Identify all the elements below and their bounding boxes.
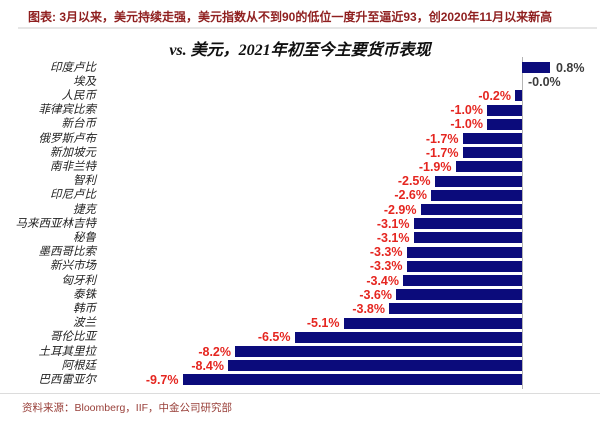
bar	[462, 133, 522, 144]
category-label: 新加坡元	[50, 146, 96, 159]
value-label: -1.7%	[425, 145, 459, 160]
bar	[235, 346, 522, 357]
value-label: -6.5%	[257, 330, 291, 345]
bar	[515, 90, 522, 102]
value-label: -3.3%	[369, 259, 403, 274]
bar	[406, 260, 522, 272]
source-note: 资料来源：Bloomberg，IIF，中金公司研究部	[22, 402, 233, 414]
value-label: -2.6%	[394, 188, 427, 203]
category-label: 韩币	[73, 302, 96, 315]
value-label: 0.8%	[556, 60, 585, 75]
category-label: 智利	[73, 175, 96, 188]
category-label: 秘鲁	[73, 231, 96, 244]
value-label: -9.7%	[145, 372, 179, 387]
bar	[389, 303, 522, 315]
bar	[294, 331, 522, 343]
category-label: 印度卢比	[50, 61, 96, 74]
bar	[462, 147, 522, 159]
bar	[487, 118, 522, 130]
category-label: 南非兰特	[50, 160, 96, 173]
category-label: 墨西哥比索	[38, 246, 97, 259]
value-label: -2.5%	[397, 174, 431, 189]
category-label: 泰铢	[73, 288, 96, 301]
category-label: 印尼卢比	[50, 189, 96, 202]
category-label: 匈牙利	[61, 274, 97, 287]
value-label: -1.9%	[418, 159, 452, 174]
chart-title: vs. 美元，2021年初至今主要货币表现	[169, 42, 431, 59]
value-label: -8.2%	[198, 344, 231, 359]
value-label: -2.9%	[383, 202, 417, 217]
value-label: -3.3%	[369, 245, 403, 260]
value-label: -1.0%	[450, 117, 483, 132]
bar	[182, 374, 522, 386]
value-label: -1.7%	[425, 131, 459, 146]
value-label: -8.4%	[191, 358, 224, 373]
bar	[396, 289, 522, 301]
category-label: 埃及	[73, 75, 96, 88]
category-label: 马来西亚林吉特	[15, 217, 97, 230]
bar	[434, 175, 522, 187]
category-label: 菲律宾比索	[38, 104, 97, 117]
caption-divider	[18, 27, 597, 29]
value-label: -3.1%	[376, 230, 410, 245]
bar	[413, 218, 522, 230]
value-label: -0.2%	[478, 88, 511, 103]
bar	[228, 360, 522, 372]
figure-caption: 图表: 3月以来，美元持续走强，美元指数从不到90的低位一度升至逼近93，创20…	[28, 10, 553, 24]
category-label: 阿根廷	[61, 359, 97, 372]
bar	[406, 246, 522, 258]
category-label: 波兰	[73, 317, 96, 330]
bar	[455, 161, 522, 173]
category-label: 巴西雷亚尔	[38, 373, 97, 386]
zero-axis-line	[522, 57, 523, 389]
bar	[431, 189, 522, 201]
bar	[343, 317, 522, 329]
category-label: 土耳其里拉	[38, 345, 97, 358]
category-label: 捷克	[73, 203, 96, 216]
value-label: -1.0%	[450, 103, 483, 118]
bar	[522, 62, 550, 73]
value-label: -0.0%	[528, 74, 561, 89]
value-label: -3.6%	[359, 287, 392, 302]
footer-divider	[0, 393, 600, 394]
bar	[420, 204, 522, 215]
value-label: -3.1%	[376, 216, 410, 231]
category-label: 新兴市场	[50, 260, 96, 273]
value-label: -5.1%	[306, 316, 340, 331]
category-label: 哥伦比亚	[50, 331, 96, 344]
category-label: 人民币	[61, 89, 97, 102]
bar	[413, 232, 522, 244]
bar	[403, 275, 522, 286]
value-label: -3.8%	[352, 301, 385, 316]
bar	[487, 104, 522, 116]
category-label: 新台币	[61, 118, 97, 131]
value-label: -3.4%	[366, 273, 399, 288]
category-label: 俄罗斯卢布	[38, 132, 97, 145]
